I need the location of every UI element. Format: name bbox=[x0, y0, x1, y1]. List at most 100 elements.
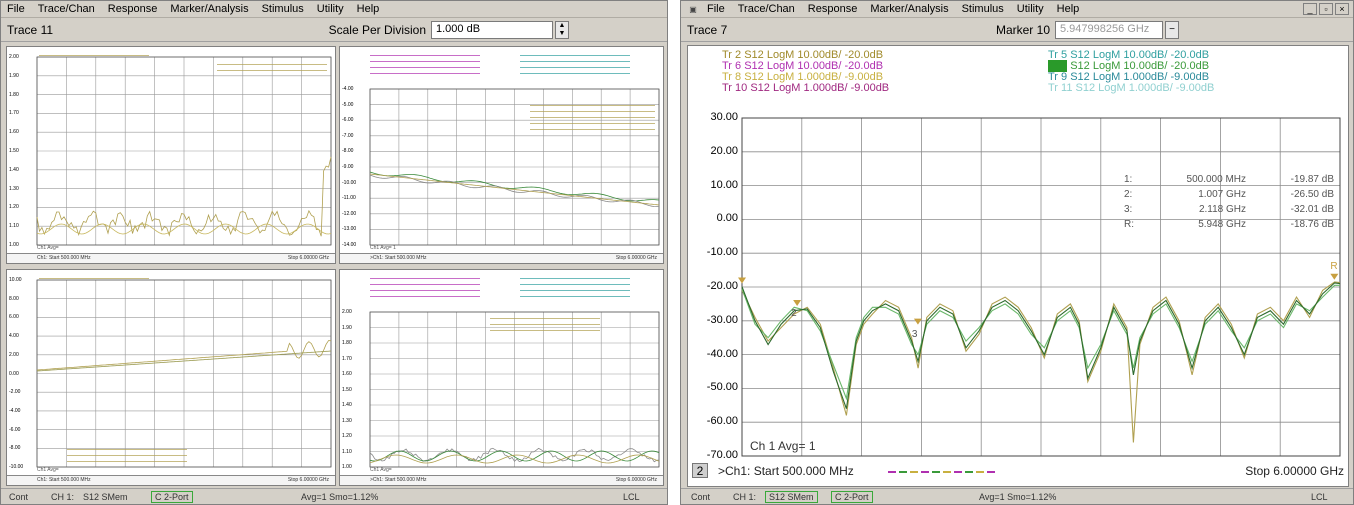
left-menu-trace-chan[interactable]: Trace/Chan bbox=[37, 3, 95, 15]
y-tick-label: -70.00 bbox=[706, 449, 738, 461]
left-status-avg: Avg=1 Smo=1.12% bbox=[301, 491, 379, 502]
restore-icon[interactable]: ▫ bbox=[1319, 3, 1333, 15]
stop-freq-label: Stop 6.00000 GHz bbox=[287, 477, 329, 483]
minimize-icon[interactable]: _ bbox=[1303, 3, 1317, 15]
marker-r-tag: R bbox=[1330, 260, 1338, 272]
plot-frame bbox=[369, 88, 660, 246]
marker-triangle[interactable] bbox=[913, 318, 922, 325]
y-tick-label: -30.00 bbox=[706, 313, 738, 326]
right-menu-response[interactable]: Response bbox=[807, 3, 858, 15]
trace-legend-block bbox=[520, 273, 630, 297]
marker-value: -26.50 dB bbox=[1290, 189, 1334, 200]
trace-legend-item[interactable]: Tr 10 S12 LogM 1.000dB/ -9.00dB bbox=[722, 82, 890, 94]
y-tick-label: -14.00 bbox=[342, 242, 357, 248]
marker-3-tag: 3 bbox=[911, 328, 918, 340]
app-icon[interactable]: ▣ bbox=[689, 4, 697, 14]
right-menu-file[interactable]: File bbox=[707, 3, 725, 15]
marker-enter-button[interactable]: − bbox=[1165, 20, 1179, 39]
right-status-meas: S12 SMem bbox=[765, 490, 818, 503]
marker-triangle[interactable] bbox=[1330, 273, 1339, 280]
y-tick-label: -10.00 bbox=[706, 246, 738, 259]
right-analyzer-window: ▣ File Trace/Chan Response Marker/Analys… bbox=[680, 0, 1354, 505]
right-menu-marker-analysis[interactable]: Marker/Analysis bbox=[870, 3, 949, 15]
left-menu-stimulus[interactable]: Stimulus bbox=[261, 3, 304, 15]
marker-id: 3: bbox=[1124, 204, 1133, 215]
trace-legend-item[interactable]: Tr 9 S12 LogM 1.000dB/ -9.00dB bbox=[1048, 71, 1210, 83]
trace-legend-item[interactable]: Tr 6 S12 LogM 10.00dB/ -20.0dB bbox=[722, 60, 884, 72]
active-trace-badge[interactable]: Tr 7 bbox=[1048, 60, 1068, 72]
y-tick-label: 2.00 bbox=[9, 351, 19, 358]
y-tick-label: -11.00 bbox=[342, 195, 356, 202]
trace-legend-item[interactable]: Tr 8 S12 LogM 1.000dB/ -9.00dB bbox=[722, 71, 884, 83]
spin-up-icon[interactable]: ▲ bbox=[558, 21, 566, 29]
y-tick-label: -10.00 bbox=[9, 464, 24, 470]
trace-legend-text: S12 LogM 10.00dB/ -20.0dB bbox=[1067, 60, 1210, 72]
avg-label: Ch 1 Avg= 1 bbox=[750, 439, 816, 453]
tl-plot-svg bbox=[36, 56, 332, 246]
pane-top-left[interactable]: 2.00 1.90 1.80 1.70 1.60 1.50 1.40 1.30 1.20 1.10… bbox=[6, 46, 336, 264]
avg-label: Ch1 Avg= bbox=[37, 467, 59, 473]
left-menu-help[interactable]: Help bbox=[356, 3, 380, 15]
avg-label: Ch1 Avg= bbox=[37, 245, 59, 251]
right-menu-help[interactable]: Help bbox=[1056, 3, 1080, 15]
y-tick-label: -9.00 bbox=[342, 164, 354, 170]
left-menu-marker-analysis[interactable]: Marker/Analysis bbox=[170, 3, 249, 15]
channel-badge[interactable]: 2 bbox=[692, 463, 708, 478]
trace-legend-block bbox=[39, 273, 149, 279]
pane-bottom-right[interactable]: 2.00 1.90 1.80 1.70 1.60 1.50 1.40 1.30 1.20 1.10… bbox=[339, 269, 664, 486]
right-menu-utility[interactable]: Utility bbox=[1016, 3, 1044, 15]
y-tick-label: 2.00 bbox=[342, 309, 352, 315]
pane-footer bbox=[340, 475, 663, 485]
left-menu-utility[interactable]: Utility bbox=[316, 3, 344, 15]
left-status-meas: S12 SMem bbox=[83, 491, 128, 502]
y-tick-label: 1.60 bbox=[342, 371, 352, 377]
marker-id: 2: bbox=[1124, 189, 1133, 200]
scale-value-field[interactable]: 1.000 dB bbox=[431, 20, 553, 39]
right-menu-trace-chan[interactable]: Trace/Chan bbox=[737, 3, 795, 15]
y-tick-label: 1.40 bbox=[9, 166, 19, 173]
y-tick-label: -50.00 bbox=[706, 381, 738, 394]
start-freq-label: Ch1: Start 500.000 MHz bbox=[37, 255, 91, 261]
trace-color-dashes bbox=[888, 471, 998, 473]
trace-legend-item[interactable]: Tr 5 S12 LogM 10.00dB/ -20.0dB bbox=[1048, 49, 1210, 61]
trace-legend-block bbox=[370, 50, 480, 74]
y-tick-label: -2.00 bbox=[9, 389, 21, 396]
tr-plot-svg bbox=[369, 88, 660, 246]
spin-down-icon[interactable]: ▼ bbox=[558, 29, 566, 37]
dash-icon[interactable]: − bbox=[1169, 23, 1175, 35]
trace-legend-item[interactable]: Tr 7 S12 LogM 10.00dB/ -20.0dB bbox=[1048, 60, 1209, 72]
left-menu-file[interactable]: File bbox=[7, 3, 25, 15]
y-tick-label: 1.50 bbox=[9, 148, 19, 154]
marker-value-field[interactable]: 5.947998256 GHz bbox=[1055, 20, 1163, 39]
right-status-ref: LCL bbox=[1311, 491, 1328, 502]
scale-spinner[interactable]: ▲ ▼ bbox=[555, 20, 569, 39]
trace-legend-item[interactable]: Tr 2 S12 LogM 10.00dB/ -20.0dB bbox=[722, 49, 884, 61]
pane-top-right[interactable]: -4.00 -5.00 -6.00 -7.00 -8.00 -9.00 -10.00 -11.… bbox=[339, 46, 664, 264]
y-tick-label: 1.50 bbox=[342, 386, 352, 393]
y-tick-label: 1.60 bbox=[9, 129, 19, 136]
pane-bottom-left[interactable]: 10.00 8.00 6.00 4.00 2.00 0.00 -2.00 -4.00 -6.00… bbox=[6, 269, 336, 486]
marker-triangle[interactable] bbox=[738, 277, 746, 284]
left-menu-response[interactable]: Response bbox=[107, 3, 158, 15]
main-plot-pane[interactable]: 30.00 20.00 10.00 0.00 -10.00 -20.00 -30.00 -40… bbox=[687, 45, 1349, 487]
trace-legend-item[interactable]: Tr 11 S12 LogM 1.000dB/ -9.00dB bbox=[1048, 82, 1215, 94]
marker-triangle[interactable] bbox=[793, 299, 802, 306]
y-tick-label: 1.80 bbox=[342, 340, 352, 346]
trace-line bbox=[36, 340, 332, 371]
pane-footer bbox=[340, 253, 663, 263]
y-tick-label: 10.00 bbox=[710, 178, 738, 191]
y-tick-label: -6.00 bbox=[342, 117, 354, 124]
right-menu-stimulus[interactable]: Stimulus bbox=[961, 3, 1004, 15]
start-freq-label: >Ch1: Start 500.000 MHz bbox=[718, 464, 854, 478]
trace-line bbox=[36, 223, 332, 235]
left-status-bar: Cont CH 1: S12 SMem C 2-Port Avg=1 Smo=1… bbox=[1, 488, 667, 504]
marker-id: 1: bbox=[1124, 174, 1133, 185]
trace-line bbox=[369, 450, 660, 462]
marker-id: R: bbox=[1124, 219, 1134, 230]
y-tick-label: -12.00 bbox=[342, 210, 357, 217]
close-icon[interactable]: × bbox=[1335, 3, 1349, 15]
main-footer: 2 >Ch1: Start 500.000 MHz Stop 6.00000 GHz bbox=[688, 460, 1348, 482]
trace-line bbox=[36, 350, 332, 372]
y-tick-label: 1.30 bbox=[342, 417, 352, 424]
y-tick-label: 4.00 bbox=[9, 333, 19, 340]
